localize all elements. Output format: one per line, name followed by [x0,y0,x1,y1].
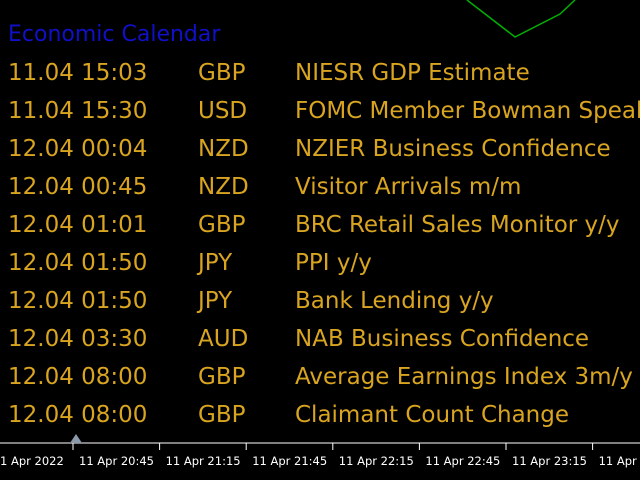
event-currency: USD [198,98,248,124]
time-axis-label: 1 Apr 2022 [0,454,64,468]
event-currency: NZD [198,136,249,162]
event-name: BRC Retail Sales Monitor y/y [295,212,620,238]
event-currency: GBP [198,60,246,86]
event-name: NZIER Business Confidence [295,136,611,162]
event-time: 12.04 01:50 [8,250,148,276]
calendar-title: Economic Calendar [8,22,221,47]
event-time: 11.04 15:03 [8,60,148,86]
event-currency: JPY [198,250,233,276]
time-axis-label: 11 Apr [598,454,637,468]
event-time: 12.04 00:45 [8,174,148,200]
event-name: NIESR GDP Estimate [295,60,530,86]
event-time: 11.04 15:30 [8,98,148,124]
event-name: NAB Business Confidence [295,326,590,352]
time-axis-label: 11 Apr 22:15 [338,454,414,468]
event-time: 12.04 08:00 [8,402,148,428]
indicator-line [466,0,576,38]
event-time: 12.04 00:04 [8,136,148,162]
event-currency: GBP [198,212,246,238]
event-name: Claimant Count Change [295,402,570,428]
time-axis-label: 11 Apr 21:15 [165,454,241,468]
event-name: Average Earnings Index 3m/y [295,364,633,390]
event-currency: GBP [198,364,246,390]
time-axis-label: 11 Apr 21:45 [252,454,328,468]
event-currency: AUD [198,326,249,352]
time-axis-label: 11 Apr 23:15 [512,454,587,468]
event-time: 12.04 08:00 [8,364,148,390]
event-name: PPI y/y [295,250,372,276]
event-currency: NZD [198,174,249,200]
event-time: 12.04 01:50 [8,288,148,314]
time-axis-label: 11 Apr 22:45 [425,454,501,468]
event-currency: GBP [198,402,246,428]
event-time: 12.04 01:01 [8,212,148,238]
time-axis-label: 11 Apr 20:45 [79,454,154,468]
event-currency: JPY [198,288,233,314]
event-time: 12.04 03:30 [8,326,148,352]
event-name: Bank Lending y/y [295,288,494,314]
event-name: FOMC Member Bowman Speaks [295,98,640,124]
shift-marker [70,434,82,443]
event-name: Visitor Arrivals m/m [295,174,522,200]
